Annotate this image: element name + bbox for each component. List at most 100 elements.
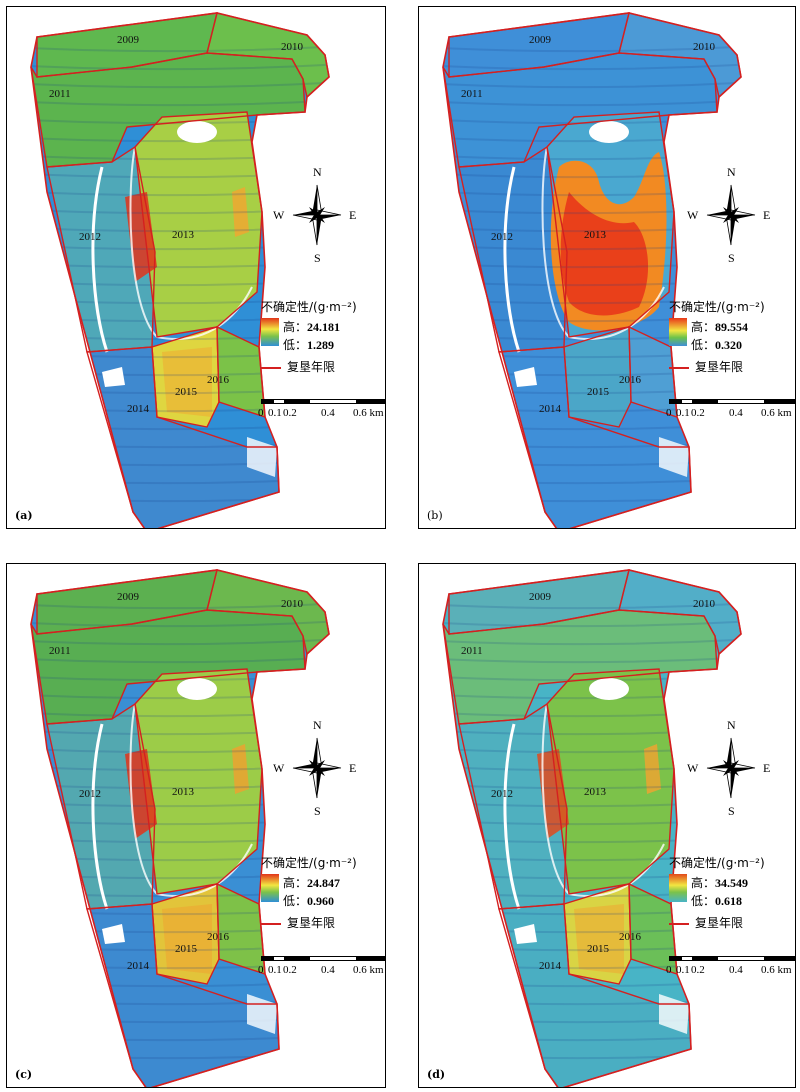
zone-2012 [459, 147, 567, 352]
legend-high: 高：24.181 [283, 320, 341, 334]
scale-tick-label: 0.4 [321, 407, 335, 419]
map-panel-a: 2009 2010 2011 2012 2013 2014 2015 2016 N S W E 不确… [6, 6, 386, 529]
scale-tick-label: 0.2 [283, 407, 297, 419]
color-ramp [669, 874, 687, 902]
color-ramp [261, 874, 279, 902]
legend: 不确定性/(g·m⁻²) 高：34.549 低：0.618 复垦年限 [669, 854, 795, 930]
compass-e-label: E [349, 761, 357, 775]
color-ramp [669, 318, 687, 346]
zone-2013 [547, 669, 674, 894]
compass-n-label: N [313, 165, 322, 179]
scale-tick-label: 0 [666, 964, 672, 976]
scale-tick-label: 0.6 km [353, 407, 384, 419]
legend-low: 低：0.320 [691, 338, 743, 352]
year-label-2014: 2014 [539, 403, 562, 415]
compass-s-label: S [728, 804, 735, 818]
legend-low: 低：0.960 [283, 894, 335, 908]
year-label-2009: 2009 [117, 591, 140, 603]
scale-tick-label: 0 [666, 407, 672, 419]
legend-title: 不确定性/(g·m⁻²) [669, 300, 765, 314]
compass-w-label: W [687, 761, 699, 775]
year-label-2013: 2013 [584, 229, 607, 241]
year-label-2013: 2013 [172, 229, 195, 241]
scale-segment [717, 399, 765, 404]
zone-2014 [499, 347, 691, 528]
compass-s-label: S [728, 251, 735, 265]
scale-segment [261, 956, 273, 961]
scale-tick-label: 0 [258, 407, 264, 419]
panel-label-c: (c) [15, 1068, 33, 1081]
compass-w-label: W [273, 761, 285, 775]
scale-segment [285, 399, 309, 404]
year-label-2016: 2016 [207, 374, 230, 386]
zone-2009 [449, 13, 629, 77]
north-arrow-icon: N S W E [273, 718, 357, 818]
map-panel-b: 2009 2010 2011 2012 2013 2014 2015 2016 N S W E 不确… [418, 6, 796, 529]
zone-2016 [629, 884, 677, 974]
scale-segment [669, 956, 681, 961]
scale-segment [261, 399, 273, 404]
scale-bar: 0 0.1 0.2 0.4 0.6 km [255, 956, 385, 984]
scale-bar: 0 0.1 0.2 0.4 0.6 km [255, 399, 385, 427]
zone-2016 [217, 327, 265, 417]
compass-s-label: S [314, 804, 321, 818]
year-label-2012: 2012 [491, 788, 513, 800]
scale-tick-label: 0.1 [676, 964, 690, 976]
north-arrow-icon: N S W E [687, 718, 771, 818]
year-label-2011: 2011 [49, 645, 71, 657]
compass-n-label: N [727, 165, 736, 179]
zone-2016 [217, 884, 265, 974]
compass-n-label: N [727, 718, 736, 732]
year-label-2009: 2009 [529, 34, 552, 46]
legend-high: 高：34.549 [691, 876, 749, 890]
compass-w-label: W [273, 208, 285, 222]
year-label-2015: 2015 [175, 943, 198, 955]
year-label-2014: 2014 [127, 960, 150, 972]
zone-2009 [37, 570, 217, 634]
zone-2011 [31, 53, 305, 167]
map-panel-d: 2009 2010 2011 2012 2013 2014 2015 2016 N S W E 不确… [418, 563, 796, 1088]
scale-segment [273, 956, 285, 961]
zone-2013 [135, 112, 262, 337]
zone-2010 [619, 570, 741, 654]
scale-tick-label: 0.1 [268, 407, 282, 419]
scale-bar: 0 0.1 0.2 0.4 0.6 km [663, 399, 795, 427]
compass-s-label: S [314, 251, 321, 265]
zone-2011 [443, 53, 717, 167]
scale-segment [357, 956, 385, 961]
year-label-2015: 2015 [587, 943, 610, 955]
scale-tick-label: 0.4 [729, 407, 743, 419]
panel-label-a: (a) [15, 509, 33, 522]
year-label-2010: 2010 [693, 598, 716, 610]
zone-2011 [443, 610, 717, 724]
year-label-2012: 2012 [491, 231, 513, 243]
compass-e-label: E [763, 761, 771, 775]
zone-2015 [564, 327, 631, 427]
scale-segment [765, 399, 795, 404]
year-label-2015: 2015 [587, 386, 610, 398]
legend-boundary: 复垦年限 [669, 358, 743, 375]
year-label-2014: 2014 [539, 960, 562, 972]
legend-boundary: 复垦年限 [261, 358, 335, 375]
scale-tick-label: 0.6 km [761, 407, 792, 419]
compass-e-label: E [349, 208, 357, 222]
scale-bar: 0 0.1 0.2 0.4 0.6 km [663, 956, 795, 984]
year-label-2016: 2016 [619, 931, 642, 943]
scale-tick-label: 0.4 [729, 964, 743, 976]
scale-segment [717, 956, 765, 961]
legend-boundary: 复垦年限 [669, 914, 743, 931]
scale-segment [693, 399, 717, 404]
scale-segment [309, 399, 357, 404]
year-label-2012: 2012 [79, 788, 101, 800]
year-label-2010: 2010 [693, 41, 716, 53]
panel-label-b: (b) [427, 509, 443, 522]
year-label-2010: 2010 [281, 598, 304, 610]
scale-tick-label: 0.6 km [353, 964, 384, 976]
scale-segment [693, 956, 717, 961]
year-label-2015: 2015 [175, 386, 198, 398]
compass-w-label: W [687, 208, 699, 222]
legend-low: 低：0.618 [691, 894, 743, 908]
zone-2010 [619, 13, 741, 97]
legend-title: 不确定性/(g·m⁻²) [261, 300, 357, 314]
scale-tick-label: 0.4 [321, 964, 335, 976]
